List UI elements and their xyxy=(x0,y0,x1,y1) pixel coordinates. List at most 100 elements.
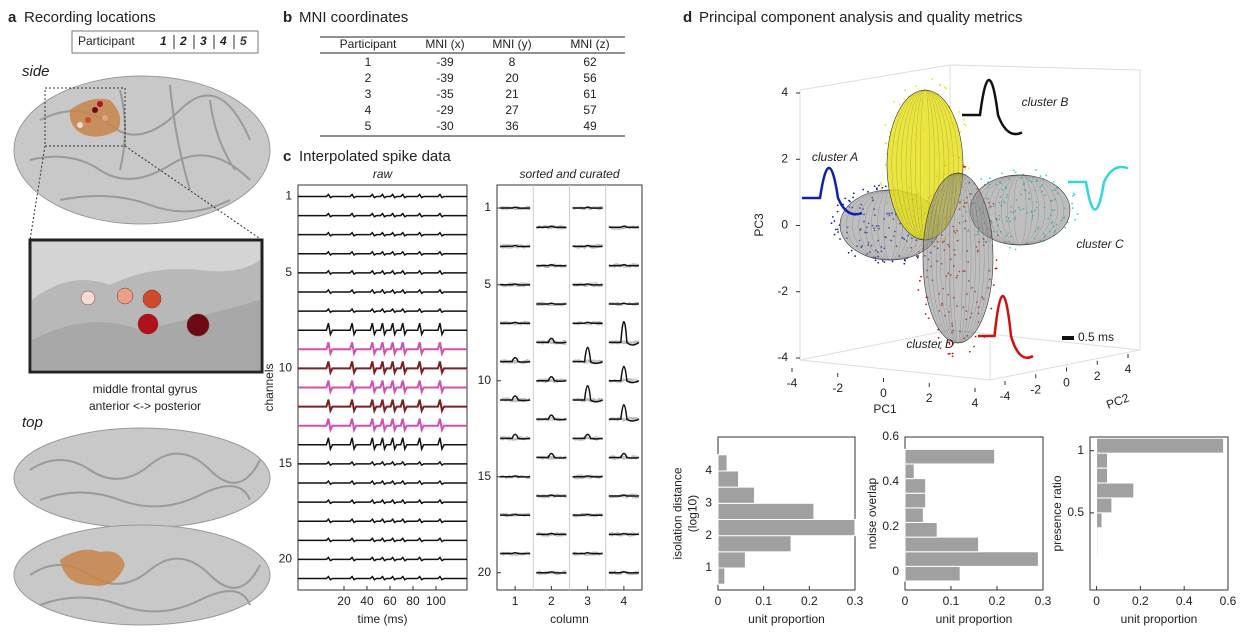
y-tick-label: 10 xyxy=(478,373,492,387)
decorative-point xyxy=(884,142,887,145)
view-label: top xyxy=(22,414,43,431)
y-tick-label: 1 xyxy=(1077,443,1084,457)
table-cell: 56 xyxy=(583,71,597,85)
panel-letter: c xyxy=(283,148,291,165)
decorative-point xyxy=(848,199,850,202)
decorative-point xyxy=(880,183,883,186)
decorative-trace xyxy=(298,231,467,237)
ellipsoid-mesh xyxy=(994,174,1046,246)
decorative-point xyxy=(1009,246,1011,249)
x-tick-label: 2 xyxy=(926,391,933,405)
decorative-trace xyxy=(608,494,639,497)
decorative-point xyxy=(836,228,839,231)
decorative-point xyxy=(951,355,954,358)
decorative-trace xyxy=(608,264,639,267)
table-cell: 3 xyxy=(365,87,372,101)
decorative-trace xyxy=(572,321,603,325)
decorative-trace xyxy=(572,244,603,248)
x-axis-label: unit proportion xyxy=(748,612,825,626)
ellipsoid-mesh xyxy=(931,172,985,344)
x-tick-label: 0 xyxy=(715,594,722,608)
decorative-point xyxy=(1072,195,1075,197)
ellipsoid-mesh xyxy=(940,172,976,344)
x-tick-label: 0.3 xyxy=(1035,594,1052,608)
bar xyxy=(1096,542,1099,559)
caption: middle frontal gyrus xyxy=(93,382,198,396)
decorative-point xyxy=(973,345,975,348)
x-tick-label: 0.1 xyxy=(755,594,772,608)
decorative-trace xyxy=(608,302,639,305)
waveform xyxy=(802,166,863,216)
table-cell: 21 xyxy=(505,87,519,101)
decorative-point xyxy=(1035,169,1037,171)
decorative-point xyxy=(880,187,883,190)
legend-label: Participant xyxy=(78,34,135,48)
decorative-trace xyxy=(536,302,567,305)
panel-letter: a xyxy=(8,9,17,26)
decorative-point xyxy=(1014,248,1017,251)
decorative-trace xyxy=(500,551,531,555)
decorative-point xyxy=(964,168,967,171)
panel-letter: d xyxy=(683,9,692,26)
decorative-trace xyxy=(500,206,531,209)
decorative-point xyxy=(875,188,878,191)
table-cell: 8 xyxy=(509,55,516,69)
decorative-trace xyxy=(608,320,640,346)
decorative-trace xyxy=(572,384,603,403)
decorative-point xyxy=(866,190,869,193)
electrode-dot xyxy=(116,287,134,305)
ellipsoid-mesh xyxy=(949,172,967,344)
decorative-trace xyxy=(536,225,567,229)
decorative-point xyxy=(850,249,853,252)
x-tick-label: 3 xyxy=(584,594,591,608)
y-tick-label: 1 xyxy=(705,560,712,574)
cluster-label: cluster C xyxy=(1076,237,1124,251)
decorative-point xyxy=(833,220,836,222)
bar xyxy=(717,470,740,488)
decorative-point xyxy=(963,123,965,126)
legend-item: 1 xyxy=(160,34,167,48)
y-axis-label: isolation distance xyxy=(671,467,685,559)
cluster-ellipsoid xyxy=(922,172,994,344)
decorative-point xyxy=(967,167,970,170)
decorative-point xyxy=(939,347,942,350)
bar xyxy=(1096,512,1103,529)
decorative-point xyxy=(877,261,880,264)
bar xyxy=(904,507,924,523)
decorative-trace xyxy=(536,452,567,459)
electrode-dot xyxy=(77,122,83,128)
decorative-trace xyxy=(298,479,467,486)
decorative-trace xyxy=(608,225,639,229)
x-tick-label: 80 xyxy=(406,594,420,608)
electrode-dot xyxy=(80,290,96,306)
bar xyxy=(717,454,728,472)
y-tick-label: 3 xyxy=(705,495,712,509)
decorative-point xyxy=(948,343,951,345)
panel-title: Recording locations xyxy=(24,9,156,26)
decorative-trace xyxy=(536,378,567,384)
decorative-trace xyxy=(298,399,467,415)
x-tick-label: 60 xyxy=(383,594,397,608)
decorative-point xyxy=(992,284,995,287)
bar xyxy=(717,518,856,537)
decorative-point xyxy=(1071,202,1074,205)
waveform xyxy=(962,79,1023,136)
y-tick-label: 0.4 xyxy=(882,474,899,488)
y-tick-label: -2 xyxy=(1030,382,1041,396)
decorative-point xyxy=(884,185,887,188)
y-axis-label: noise overlap xyxy=(865,477,879,549)
bar xyxy=(717,567,726,585)
y-tick-label: 0.6 xyxy=(882,429,899,443)
decorative-point xyxy=(893,100,896,103)
decorative-trace xyxy=(572,475,603,478)
ellipsoid-mesh xyxy=(927,172,989,344)
y-axis-label: channels xyxy=(262,363,276,411)
table-cell: 49 xyxy=(583,119,597,133)
decorative-trace xyxy=(500,397,531,403)
y-tick-label: 0 xyxy=(1063,376,1070,390)
table-cell: -30 xyxy=(436,119,454,133)
inset-dots xyxy=(80,287,210,337)
ellipsoid-mesh xyxy=(988,174,1052,246)
y-tick-label: 20 xyxy=(279,552,293,566)
